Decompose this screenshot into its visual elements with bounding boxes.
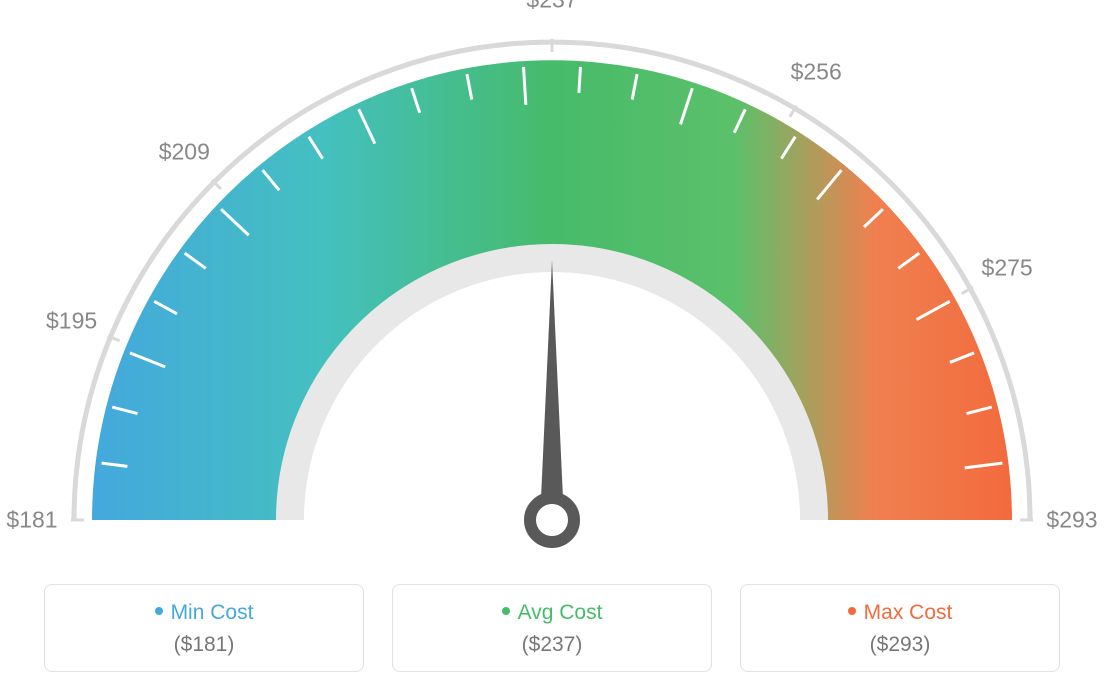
cost-gauge: $181 $195 $209 $237 $256 $275 $293 [0, 0, 1104, 570]
gauge-tick-label: $293 [1046, 507, 1097, 534]
legend-card-value: ($293) [741, 633, 1059, 657]
gauge-tick-label: $237 [526, 0, 577, 14]
gauge-tick [579, 67, 581, 93]
legend-card: Avg Cost ($237) [392, 584, 712, 672]
legend-card: Min Cost ($181) [44, 584, 364, 672]
gauge-tick-label: $256 [791, 59, 842, 86]
legend-card-value: ($181) [45, 633, 363, 657]
legend-card-title: Min Cost [45, 601, 363, 625]
legend-row: Min Cost ($181) Avg Cost ($237) Max Cost ($29… [0, 584, 1104, 672]
legend-card-title: Max Cost [741, 601, 1059, 625]
gauge-tick-label: $275 [982, 255, 1033, 282]
legend-card: Max Cost ($293) [740, 584, 1060, 672]
gauge-svg [0, 0, 1104, 570]
gauge-tick-label: $195 [46, 308, 97, 335]
legend-card-title: Avg Cost [393, 601, 711, 625]
gauge-needle [540, 260, 564, 520]
gauge-needle-hub [530, 498, 574, 542]
legend-card-value: ($237) [393, 633, 711, 657]
gauge-tick-label: $181 [6, 507, 57, 534]
gauge-tick-label: $209 [159, 139, 210, 166]
